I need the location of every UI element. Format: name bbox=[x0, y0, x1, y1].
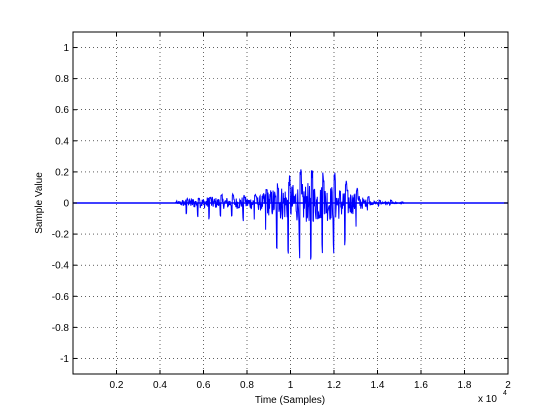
y-tick-label: 0.6 bbox=[55, 105, 69, 116]
y-tick-label: 1 bbox=[63, 43, 69, 54]
y-axis-label: Sample Value bbox=[34, 172, 45, 234]
x-tick-label: 1.4 bbox=[371, 380, 385, 391]
y-tick-label: -0.2 bbox=[52, 230, 70, 241]
y-tick-label: 0.8 bbox=[55, 74, 69, 85]
y-tick-label: 0.4 bbox=[55, 136, 69, 147]
y-tick-label: -0.6 bbox=[52, 292, 70, 303]
x-axis-exponent-power: 4 bbox=[503, 390, 507, 397]
axis-ticks bbox=[73, 32, 509, 374]
x-tick-label: 1.6 bbox=[414, 380, 428, 391]
x-axis-label: Time (Samples) bbox=[255, 395, 325, 406]
y-tick-label: -0.8 bbox=[52, 323, 70, 334]
x-tick-label: 0.4 bbox=[153, 380, 167, 391]
x-tick-labels: 0.2 0.4 0.6 0.8 1 1.2 1.4 1.6 1.8 2 bbox=[110, 380, 512, 391]
y-tick-label: -1 bbox=[60, 354, 69, 365]
x-tick-label: 1.2 bbox=[327, 380, 341, 391]
y-tick-label: 0 bbox=[63, 199, 69, 210]
y-tick-label: -0.4 bbox=[52, 261, 70, 272]
x-tick-label: 0.2 bbox=[110, 380, 124, 391]
x-tick-label: 1 bbox=[288, 380, 294, 391]
y-tick-labels: -1 -0.8 -0.6 -0.4 -0.2 0 0.2 0.4 0.6 0.8 1 bbox=[52, 43, 70, 365]
x-tick-label: 1.8 bbox=[458, 380, 472, 391]
x-axis-exponent: x 10 bbox=[478, 394, 497, 405]
x-tick-label: 0.6 bbox=[197, 380, 211, 391]
y-tick-label: 0.2 bbox=[55, 167, 69, 178]
data-layer bbox=[73, 169, 508, 260]
x-tick-label: 0.8 bbox=[240, 380, 254, 391]
x-tick-label: 2 bbox=[505, 380, 511, 391]
